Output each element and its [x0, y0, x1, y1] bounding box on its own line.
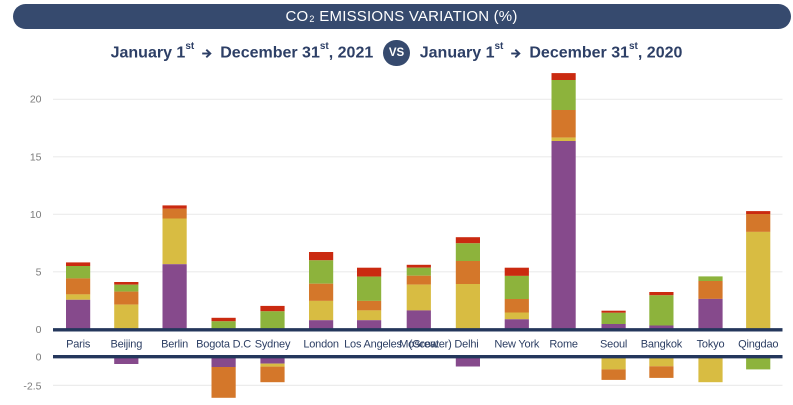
svg-text:Tokyo: Tokyo	[697, 339, 725, 351]
svg-text:15: 15	[30, 152, 42, 164]
svg-text:Moscow: Moscow	[399, 339, 438, 351]
svg-text:Beijing: Beijing	[110, 339, 142, 351]
svg-text:New York: New York	[494, 339, 540, 351]
svg-text:10: 10	[30, 209, 42, 221]
svg-text:Berlin: Berlin	[161, 339, 188, 351]
svg-text:Bangkok: Bangkok	[641, 339, 683, 351]
svg-text:Bogota D.C: Bogota D.C	[196, 339, 251, 351]
svg-text:-2.5: -2.5	[23, 381, 41, 393]
svg-text:Paris: Paris	[66, 339, 91, 351]
svg-text:Los Angeles: Los Angeles	[344, 339, 402, 351]
svg-text:Qingdao: Qingdao	[738, 339, 778, 351]
svg-text:0: 0	[36, 352, 42, 364]
svg-text:5: 5	[36, 267, 42, 279]
svg-text:Rome: Rome	[549, 339, 578, 351]
svg-text:20: 20	[30, 94, 42, 106]
svg-text:Sydney: Sydney	[255, 339, 291, 351]
svg-text:London: London	[303, 339, 339, 351]
svg-text:(Greater) Delhi: (Greater) Delhi	[409, 339, 479, 351]
svg-text:Seoul: Seoul	[600, 339, 627, 351]
svg-text:0: 0	[36, 324, 42, 336]
